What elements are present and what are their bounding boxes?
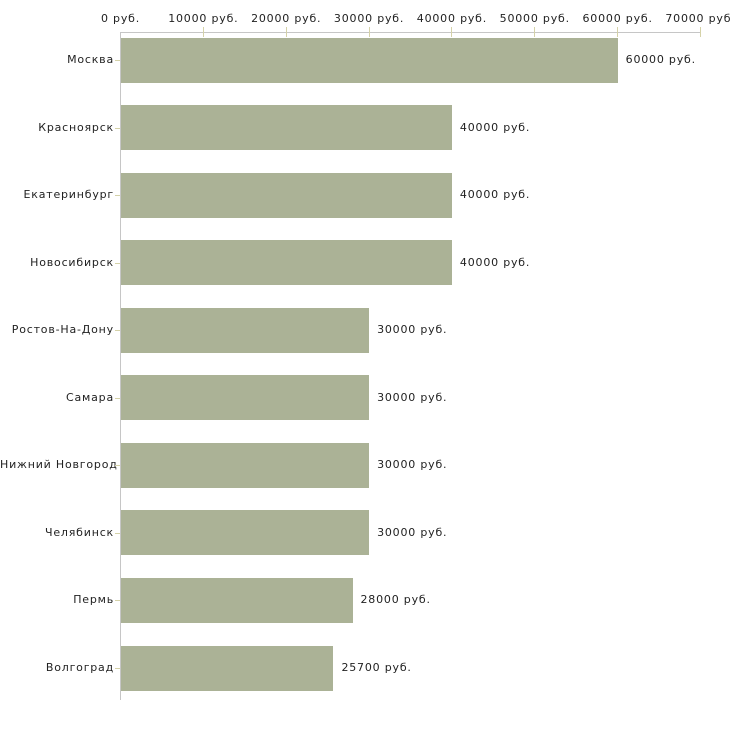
category-label: Красноярск — [38, 120, 114, 134]
category-label: Москва — [67, 53, 114, 66]
value-label: 30000 руб. — [377, 458, 448, 472]
category-label: Нижний Новгород — [0, 458, 118, 472]
y-axis-tick-mark — [115, 262, 120, 264]
x-axis-tick-label: 40000 руб. — [416, 12, 488, 25]
category-label: Ростов-На-Дону — [11, 323, 114, 337]
value-label: 30000 руб. — [377, 323, 448, 337]
y-axis-tick-mark — [115, 127, 120, 129]
value-label: 60000 руб. — [625, 53, 696, 66]
bar — [121, 645, 334, 691]
bar — [121, 37, 618, 83]
x-axis-tick-label: 20000 руб. — [251, 12, 322, 25]
bar — [121, 510, 370, 556]
category-label: Челябинск — [45, 525, 114, 539]
x-axis-tick-mark — [451, 27, 453, 37]
bar — [121, 375, 370, 421]
x-axis-tick-label: 10000 руб. — [168, 12, 239, 25]
category-label: Пермь — [73, 593, 114, 607]
y-axis-tick-mark — [115, 397, 120, 399]
y-axis-tick-mark — [115, 532, 120, 534]
value-label: 25700 руб. — [341, 661, 412, 675]
y-axis-tick-mark — [115, 195, 120, 197]
x-axis-tick-label: 50000 руб. — [499, 12, 570, 25]
y-axis-tick-mark — [115, 668, 120, 670]
category-label: Волгоград — [45, 661, 114, 675]
y-axis-tick-mark — [115, 60, 120, 61]
bar — [121, 442, 370, 488]
value-label: 40000 руб. — [459, 188, 531, 202]
value-label: 28000 руб. — [360, 593, 431, 607]
x-axis-tick-mark — [700, 27, 701, 37]
category-label: Екатеринбург — [23, 188, 114, 202]
value-label: 40000 руб. — [459, 120, 531, 134]
bar — [121, 172, 452, 218]
x-axis-tick-label: 70000 руб. — [665, 12, 730, 25]
y-axis-tick-mark — [115, 330, 120, 332]
x-axis-tick-label: 60000 руб. — [582, 12, 653, 25]
x-axis-tick-mark — [534, 27, 536, 37]
bar — [121, 577, 353, 623]
value-label: 30000 руб. — [377, 525, 448, 539]
x-axis-tick-label: 0 руб. — [100, 12, 141, 25]
x-axis-tick-mark — [202, 27, 204, 37]
x-axis-tick-mark — [285, 27, 287, 37]
bar — [121, 105, 452, 151]
bar — [121, 307, 370, 353]
x-axis-tick-mark — [617, 27, 619, 37]
value-label: 40000 руб. — [459, 255, 531, 269]
x-axis-line — [120, 32, 701, 33]
x-axis-tick-label: 30000 руб. — [333, 12, 405, 25]
bar — [121, 240, 452, 286]
x-axis-tick-mark — [368, 27, 370, 37]
y-axis-tick-mark — [115, 600, 120, 602]
y-axis-line — [120, 32, 121, 700]
value-label: 30000 руб. — [377, 390, 448, 404]
category-label: Новосибирск — [30, 255, 114, 269]
category-label: Самара — [66, 390, 114, 404]
y-axis-tick-mark — [115, 465, 120, 467]
